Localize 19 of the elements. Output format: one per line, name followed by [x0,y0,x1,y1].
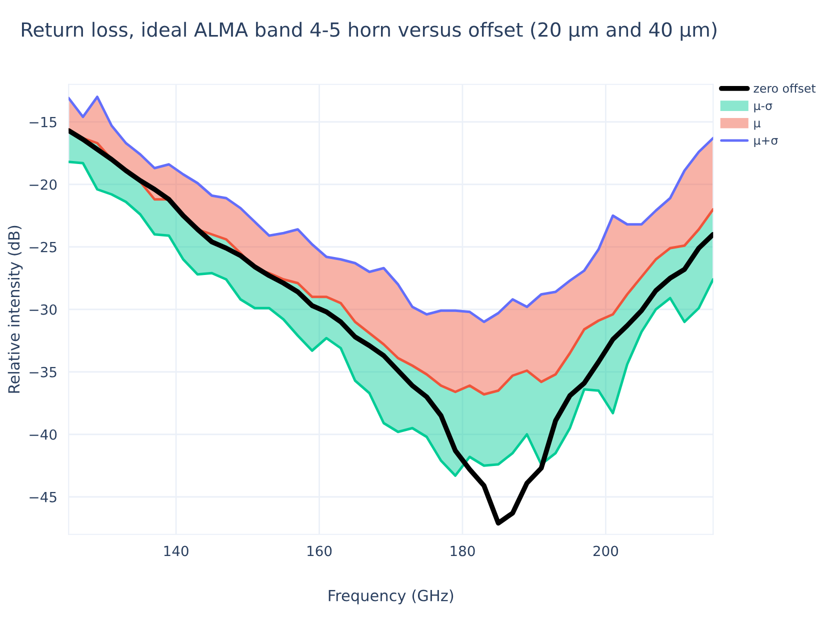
y-tick-label: −45 [30,492,56,502]
x-tick-label: 180 [450,546,475,556]
x-tick-label: 140 [164,546,188,556]
y-tick-label: −20 [30,179,57,190]
chart-title: Return loss, ideal ALMA band 4-5 horn versus offset (20 µm and 40 µm) [22,22,716,41]
legend-label: zero offset [754,84,816,93]
x-tick-label: 160 [308,546,332,556]
legend-label: μ+σ [754,137,778,148]
legend-label: μ-σ [754,103,772,112]
legend-label: μ [754,120,760,130]
x-axis-title: Frequency (GHz) [328,590,454,604]
line-series [68,96,714,324]
y-tick-label: −40 [30,429,57,440]
x-tick-label: 200 [593,546,618,556]
y-axis-title: Relative intensity (dB) [8,226,23,393]
y-tick-label: −25 [30,242,56,252]
y-tick-label: −15 [30,117,56,128]
y-tick-label: −35 [30,366,56,378]
y-tick-label: −30 [30,304,57,315]
